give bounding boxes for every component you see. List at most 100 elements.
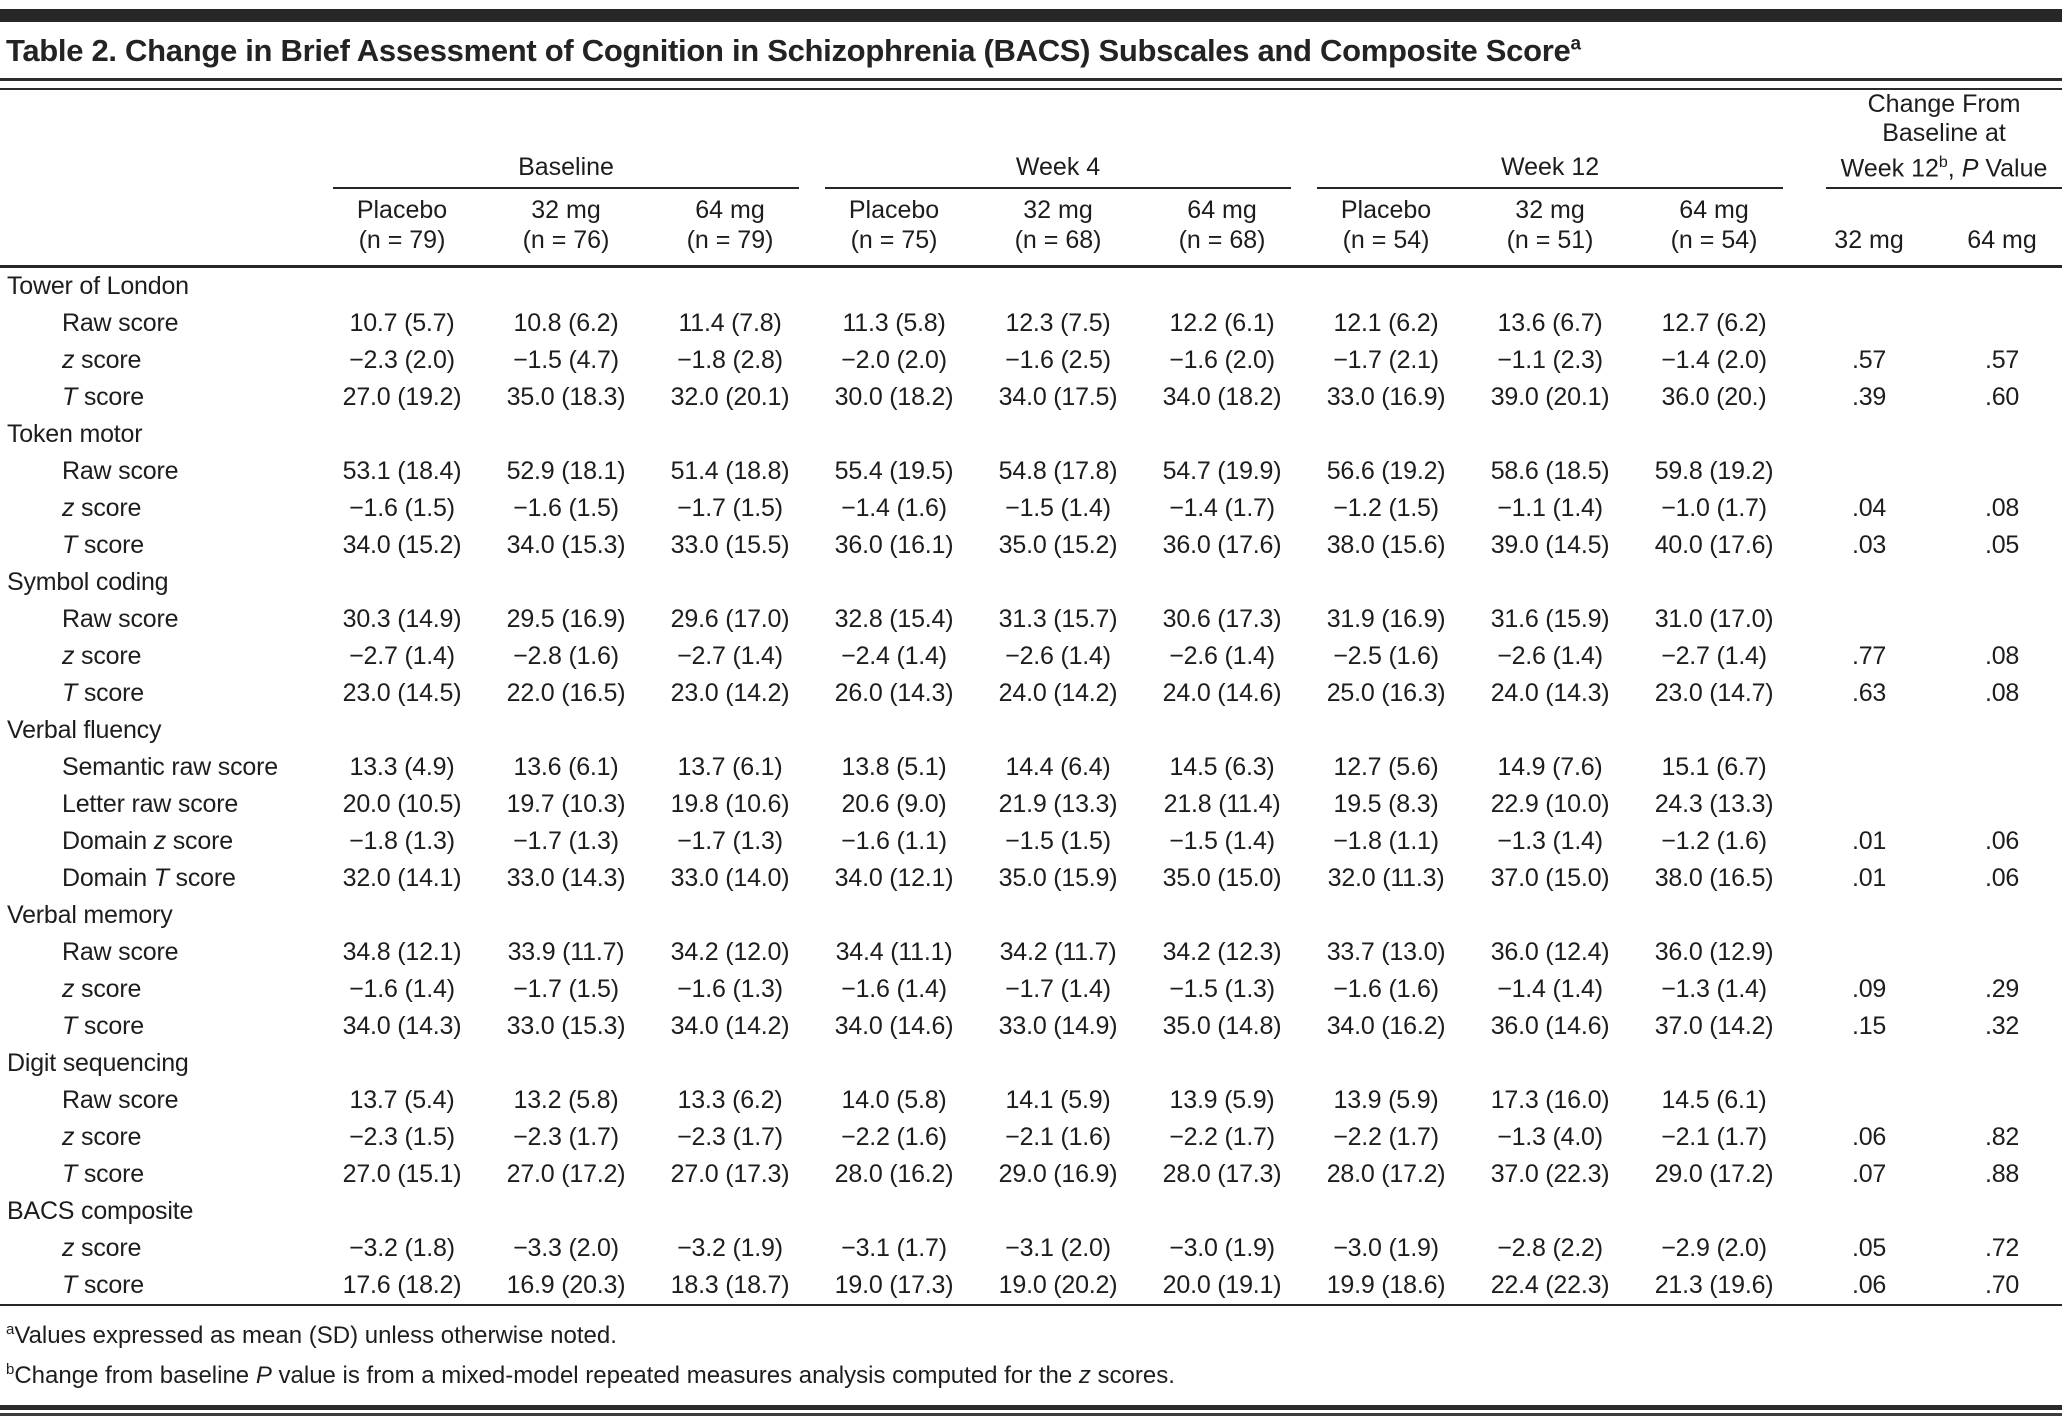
value-cell: 16.9 (20.3) xyxy=(506,1271,626,1300)
italic-text: z xyxy=(62,975,75,1004)
value-cell: −1.2 (1.5) xyxy=(1333,494,1439,523)
value-cell: −1.3 (1.4) xyxy=(1661,975,1767,1004)
text: score xyxy=(77,531,144,560)
value-cell: 59.8 (19.2) xyxy=(1654,457,1774,486)
text: score xyxy=(166,827,233,856)
value-cell: −3.1 (1.7) xyxy=(841,1234,947,1263)
value-cell: 12.1 (6.2) xyxy=(1333,309,1439,338)
text: Raw score xyxy=(62,605,179,634)
text: Change from baseline xyxy=(14,1362,256,1390)
p-value-cell: .15 xyxy=(1851,1012,1887,1041)
section-label: BACS composite xyxy=(7,1197,194,1226)
column-n-label: (n = 75) xyxy=(850,226,938,255)
value-cell: 34.8 (12.1) xyxy=(342,938,462,967)
value-cell: −1.3 (4.0) xyxy=(1497,1123,1603,1152)
p-value-cell: .82 xyxy=(1984,1123,2020,1152)
value-cell: −2.8 (1.6) xyxy=(513,642,619,671)
section-label: Token motor xyxy=(7,420,143,449)
value-cell: 12.2 (6.1) xyxy=(1169,309,1275,338)
value-cell: −2.6 (1.4) xyxy=(1005,642,1111,671)
text: score xyxy=(74,975,142,1004)
p-value-cell xyxy=(1942,601,2062,638)
text: , xyxy=(1947,154,1962,183)
table-row: T score 34.0 (14.3) 33.0 (15.3) 34.0 (14.2)… xyxy=(0,1008,2062,1045)
value-cell: 36.0 (17.6) xyxy=(1162,531,1282,560)
text: Domain xyxy=(62,827,154,856)
italic-text: z xyxy=(62,1123,75,1152)
title-rule xyxy=(0,78,2062,90)
text: score xyxy=(74,494,142,523)
value-cell: 23.0 (14.5) xyxy=(342,679,462,708)
text: score xyxy=(74,1234,142,1263)
superscript: b xyxy=(1938,154,1948,171)
header-col-baseline-64-mg: 64 mg (n = 79) xyxy=(648,189,813,269)
row-label-t-score: T score xyxy=(0,1008,320,1045)
p-value-cell: .77 xyxy=(1851,642,1887,671)
value-cell: 29.0 (17.2) xyxy=(1654,1160,1774,1189)
value-cell: −1.6 (1.5) xyxy=(349,494,455,523)
value-cell: −1.5 (1.5) xyxy=(1005,827,1111,856)
value-cell: 33.0 (15.5) xyxy=(670,531,790,560)
section-row-digit-sequencing: Digit sequencing xyxy=(0,1045,2062,1082)
value-cell: −1.1 (2.3) xyxy=(1497,346,1603,375)
value-cell: 31.3 (15.7) xyxy=(998,605,1118,634)
value-cell: −1.7 (2.1) xyxy=(1333,346,1439,375)
value-cell: −1.8 (1.3) xyxy=(349,827,455,856)
p-value-cell: .39 xyxy=(1851,383,1887,412)
footnote-a: aValues expressed as mean (SD) unless ot… xyxy=(6,1313,2056,1353)
italic-text: z xyxy=(62,1234,75,1263)
value-cell: 19.5 (8.3) xyxy=(1333,790,1439,819)
value-cell: −3.0 (1.9) xyxy=(1169,1234,1275,1263)
value-cell: −1.6 (2.0) xyxy=(1169,346,1275,375)
value-cell: −1.4 (2.0) xyxy=(1661,346,1767,375)
value-cell: 13.6 (6.7) xyxy=(1497,309,1603,338)
table-row: Raw score 53.1 (18.4) 52.9 (18.1) 51.4 (18.… xyxy=(0,453,2062,490)
text: Raw score xyxy=(62,309,179,338)
p-value-cell: .01 xyxy=(1851,864,1887,893)
column-drug-label: Placebo xyxy=(1340,196,1432,225)
value-cell: 32.0 (14.1) xyxy=(342,864,462,893)
column-drug-label: 32 mg xyxy=(1023,196,1093,225)
italic-text: P xyxy=(1961,154,1979,183)
column-drug-label: 32 mg xyxy=(1515,196,1585,225)
value-cell: −1.7 (1.4) xyxy=(1005,975,1111,1004)
text: Baseline at xyxy=(1882,119,2006,147)
section-label: Verbal fluency xyxy=(7,716,162,745)
text: score xyxy=(74,642,142,671)
column-n-label: (n = 79) xyxy=(358,226,446,255)
value-cell: 14.1 (5.9) xyxy=(1005,1086,1111,1115)
value-cell: 23.0 (14.2) xyxy=(670,679,790,708)
header-col-baseline-32-mg: 32 mg (n = 76) xyxy=(484,189,648,269)
header-col-week-4-placebo: Placebo (n = 75) xyxy=(812,189,977,269)
value-cell: 54.8 (17.8) xyxy=(998,457,1118,486)
value-cell: −2.6 (1.4) xyxy=(1169,642,1275,671)
row-label-raw-score: Raw score xyxy=(0,305,320,342)
value-cell: 34.0 (15.2) xyxy=(342,531,462,560)
p-value-cell: .72 xyxy=(1984,1234,2020,1263)
value-cell: 13.7 (6.1) xyxy=(677,753,783,782)
value-cell: −1.7 (1.3) xyxy=(677,827,783,856)
column-drug-label: Placebo xyxy=(356,196,448,225)
value-cell: 24.3 (13.3) xyxy=(1654,790,1774,819)
table-row: z score −2.3 (1.5) −2.3 (1.7) −2.3 (1.7) −2.… xyxy=(0,1119,2062,1156)
value-cell: 34.4 (11.1) xyxy=(835,938,953,967)
value-cell: 38.0 (15.6) xyxy=(1326,531,1446,560)
value-cell: 11.4 (7.8) xyxy=(678,309,782,338)
value-cell: 13.2 (5.8) xyxy=(513,1086,619,1115)
value-cell: 35.0 (14.8) xyxy=(1162,1012,1282,1041)
value-cell: 14.5 (6.3) xyxy=(1169,753,1275,782)
text: Week 12 xyxy=(1840,154,1939,183)
change-group-label-line: Baseline at xyxy=(1826,119,2062,148)
value-cell: 19.7 (10.3) xyxy=(506,790,626,819)
text: Domain xyxy=(62,864,154,893)
value-cell: 34.2 (12.3) xyxy=(1162,938,1282,967)
row-label-z-score: z score xyxy=(0,638,320,675)
value-cell: −1.6 (1.4) xyxy=(841,975,947,1004)
row-label-raw-score: Raw score xyxy=(0,601,320,638)
table-row: Raw score 13.7 (5.4) 13.2 (5.8) 13.3 (6.2) 1… xyxy=(0,1082,2062,1119)
p-value-cell xyxy=(1796,453,1942,490)
value-cell: 13.8 (5.1) xyxy=(841,753,947,782)
header-subcolumn-row: Placebo (n = 79) 32 mg (n = 76) 64 mg (n = 79… xyxy=(0,189,2062,269)
table-row: z score −1.6 (1.5) −1.6 (1.5) −1.7 (1.5) −1.… xyxy=(0,490,2062,527)
section-label: Tower of London xyxy=(7,272,189,301)
